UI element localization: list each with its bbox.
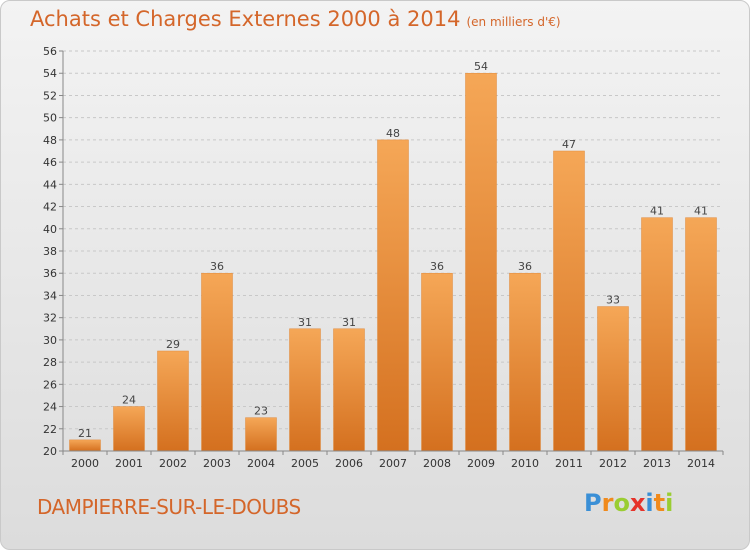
- bar-2006: [333, 328, 365, 452]
- axes: [59, 50, 724, 455]
- y-tick-label: 36: [43, 267, 57, 280]
- x-tick-label: 2008: [423, 457, 451, 470]
- x-tick-label: 2002: [159, 457, 187, 470]
- bar-2010: [509, 272, 541, 452]
- logo-letter: o: [613, 489, 630, 517]
- y-tick-label: 26: [43, 378, 57, 391]
- x-tick-label: 2004: [247, 457, 275, 470]
- value-label: 21: [78, 427, 92, 440]
- x-tick-label: 2000: [71, 457, 99, 470]
- y-tick-label: 56: [43, 45, 57, 58]
- bar-2014: [685, 217, 717, 452]
- y-tick-label: 46: [43, 156, 57, 169]
- bar-2005: [289, 328, 321, 452]
- value-label: 23: [254, 405, 268, 418]
- y-tick-label: 32: [43, 312, 57, 325]
- y-tick-label: 30: [43, 334, 57, 347]
- x-tick-label: 2001: [115, 457, 143, 470]
- bar-2009: [465, 72, 497, 452]
- chart-title-text: Achats et Charges Externes 2000 à 2014: [30, 7, 461, 31]
- x-tick-label: 2003: [203, 457, 231, 470]
- bar-2003: [201, 272, 233, 452]
- logo-letter: P: [584, 489, 602, 517]
- x-tick-label: 2009: [467, 457, 495, 470]
- bar-2012: [597, 306, 629, 452]
- y-tick-label: 40: [43, 223, 57, 236]
- proxiti-logo: Proxiti: [584, 489, 673, 517]
- y-tick-label: 34: [43, 289, 57, 302]
- bar-2011: [553, 150, 585, 452]
- bars: [69, 72, 717, 452]
- value-label: 41: [694, 205, 708, 218]
- y-tick-label: 50: [43, 112, 57, 125]
- y-tick-label: 48: [43, 134, 57, 147]
- value-label: 31: [342, 316, 356, 329]
- value-label: 48: [386, 127, 400, 140]
- logo-letter: t: [653, 489, 666, 517]
- x-tick-label: 2007: [379, 457, 407, 470]
- y-tick-label: 42: [43, 201, 57, 214]
- chart-subtitle: (en milliers d'€): [466, 15, 561, 29]
- logo-letter: x: [629, 489, 646, 517]
- value-label: 29: [166, 338, 180, 351]
- y-tick-label: 38: [43, 245, 57, 258]
- y-tick-label: 22: [43, 423, 57, 436]
- y-tick-label: 52: [43, 89, 57, 102]
- bar-2001: [113, 406, 145, 452]
- value-label: 33: [606, 294, 620, 307]
- value-label: 36: [210, 260, 224, 273]
- y-tick-label: 20: [43, 445, 57, 458]
- bar-2007: [377, 139, 409, 452]
- chart-title: Achats et Charges Externes 2000 à 2014 (e…: [30, 7, 561, 31]
- value-label: 41: [650, 205, 664, 218]
- x-tick-label: 2010: [511, 457, 539, 470]
- bar-2000: [69, 439, 101, 452]
- value-label: 36: [430, 260, 444, 273]
- commune-name: DAMPIERRE-SUR-LE-DOUBS: [37, 495, 301, 519]
- x-tick-label: 2011: [555, 457, 583, 470]
- y-tick-label: 54: [43, 67, 57, 80]
- bar-2008: [421, 272, 453, 452]
- x-tick-label: 2013: [643, 457, 671, 470]
- y-tick-label: 44: [43, 178, 57, 191]
- y-tick-label: 28: [43, 356, 57, 369]
- value-label: 54: [474, 60, 488, 73]
- x-tick-label: 2014: [687, 457, 715, 470]
- x-tick-label: 2005: [291, 457, 319, 470]
- x-tick-label: 2006: [335, 457, 363, 470]
- value-label: 24: [122, 394, 136, 407]
- logo-letter: i: [665, 489, 674, 517]
- logo-letter: r: [601, 489, 614, 517]
- logo-letter: i: [645, 489, 654, 517]
- value-label: 47: [562, 138, 576, 151]
- value-label: 36: [518, 260, 532, 273]
- bar-2013: [641, 217, 673, 452]
- bar-2002: [157, 350, 189, 452]
- bar-2004: [245, 417, 277, 452]
- labels: 20 22 24 26 28 30 32 34 36 38 40 42 44 46 48 50 52 54 56 21…: [43, 45, 715, 470]
- value-label: 31: [298, 316, 312, 329]
- x-tick-label: 2012: [599, 457, 627, 470]
- y-tick-label: 24: [43, 401, 57, 414]
